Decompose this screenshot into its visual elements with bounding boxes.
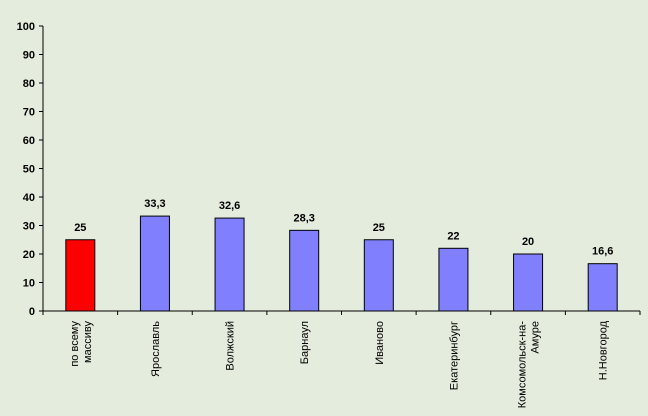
chart-bars	[65, 215, 618, 312]
bar	[65, 239, 96, 312]
y-tick-label: 10	[23, 278, 35, 290]
y-tick-label: 40	[23, 192, 35, 204]
data-label: 20	[522, 236, 534, 248]
data-label: 28,3	[293, 212, 314, 224]
data-label: 33,3	[144, 198, 165, 210]
category-label: Иваново	[374, 321, 386, 365]
category-label: Барнаул	[299, 321, 311, 364]
category-label: Комсомольск-на- Амуре	[517, 321, 542, 409]
bar	[139, 215, 170, 312]
category-label-line: Н.Новгород	[598, 320, 610, 380]
category-label-line: Екатеринбург	[448, 321, 460, 390]
chart-axes: 0 10 20 30 40 50 60 70 80 90 100	[17, 21, 641, 318]
bar	[214, 217, 245, 312]
bar	[587, 263, 618, 312]
category-label-line: Барнаул	[299, 321, 311, 364]
category-label: Екатеринбург	[448, 321, 460, 390]
y-tick-label: 0	[29, 306, 35, 318]
bar	[513, 253, 544, 312]
bar	[289, 229, 320, 312]
category-label-line: Волжский	[225, 321, 237, 371]
y-tick-label: 30	[23, 221, 35, 233]
bar	[363, 239, 394, 312]
bar	[438, 247, 469, 312]
data-label: 32,6	[219, 200, 240, 212]
data-label: 22	[447, 230, 459, 242]
category-label: Н.Новгород	[598, 320, 610, 380]
y-tick-label: 100	[17, 21, 35, 33]
data-label: 25	[74, 222, 86, 234]
category-label-line: Иваново	[374, 321, 386, 365]
category-label-line: массиву	[82, 321, 94, 363]
y-tick-label: 50	[23, 164, 35, 176]
category-label-line: Комсомольск-на-	[517, 321, 529, 409]
y-tick-label: 20	[23, 249, 35, 261]
category-label: Волжский	[225, 321, 237, 371]
category-label-line: по всему	[69, 321, 81, 367]
y-tick-label: 60	[23, 135, 35, 147]
data-label: 25	[373, 222, 385, 234]
category-label: по всему массиву	[69, 321, 94, 367]
chart-labels: 25 по всему массиву 33,3 Ярославль 32,6 Волжск…	[69, 198, 614, 408]
y-tick-label: 80	[23, 78, 35, 90]
category-label-line: Амуре	[530, 321, 542, 354]
data-label: 16,6	[592, 246, 613, 258]
category-label-line: Ярославль	[150, 321, 162, 377]
category-label: Ярославль	[150, 321, 162, 377]
y-tick-label: 90	[23, 50, 35, 62]
y-tick-label: 70	[23, 107, 35, 119]
